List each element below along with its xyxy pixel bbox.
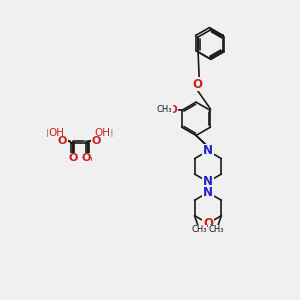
Text: O: O [58, 136, 67, 146]
Text: H: H [46, 129, 53, 139]
Text: OH: OH [48, 128, 64, 138]
Text: H: H [106, 129, 113, 139]
Text: O: O [68, 153, 77, 163]
Text: CH₃: CH₃ [192, 226, 207, 235]
Text: O: O [203, 217, 213, 230]
Text: O: O [83, 155, 92, 165]
Text: O: O [192, 77, 202, 91]
Text: OH: OH [94, 128, 110, 138]
Text: O: O [81, 153, 91, 163]
Text: CH₃: CH₃ [157, 105, 172, 114]
Text: O: O [168, 105, 177, 115]
Text: O: O [67, 155, 76, 165]
Text: O: O [92, 136, 101, 146]
Text: CH₃: CH₃ [209, 226, 224, 235]
Text: N: N [203, 175, 213, 188]
Text: N: N [203, 186, 213, 199]
Text: N: N [203, 144, 213, 158]
